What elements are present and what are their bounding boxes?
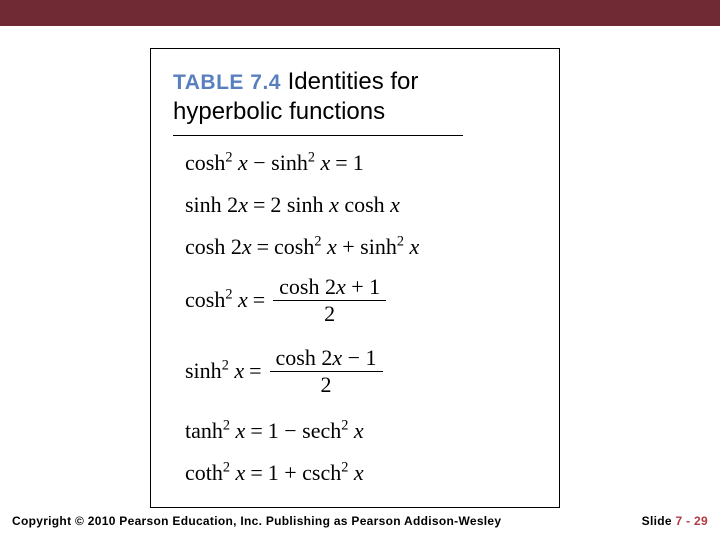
table-title-1: Identities for	[288, 68, 419, 95]
footer: Copyright © 2010 Pearson Education, Inc.…	[12, 514, 708, 528]
identity-list: cosh2 x − sinh2 x=1 sinh 2x=2 sinh x cosh…	[173, 150, 541, 484]
table-heading: TABLE 7.4 Identities for hyperbolic func…	[173, 67, 541, 127]
identity-row: cosh 2x=cosh2 x + sinh2 x	[185, 234, 541, 258]
title-rule	[173, 135, 463, 136]
table-label: TABLE 7.4	[173, 71, 281, 94]
slide-word: Slide	[642, 514, 672, 528]
identity-row: tanh2 x=1 − sech2 x	[185, 418, 541, 442]
identity-row: sinh 2x=2 sinh x cosh x	[185, 192, 541, 216]
header-bar	[0, 0, 720, 26]
identity-row: coth2 x=1 + csch2 x	[185, 460, 541, 484]
copyright-text: Copyright © 2010 Pearson Education, Inc.…	[12, 514, 501, 528]
slide-num-value: 7 - 29	[676, 514, 709, 528]
slide-number: Slide 7 - 29	[642, 514, 708, 528]
table-box: TABLE 7.4 Identities for hyperbolic func…	[150, 48, 560, 508]
identity-row: cosh2 x − sinh2 x=1	[185, 150, 541, 174]
slide: TABLE 7.4 Identities for hyperbolic func…	[0, 0, 720, 540]
identity-row: sinh2 x=cosh 2x − 12	[185, 347, 541, 396]
table-title-2: hyperbolic functions	[173, 98, 385, 125]
identity-row: cosh2 x=cosh 2x + 12	[185, 276, 541, 325]
